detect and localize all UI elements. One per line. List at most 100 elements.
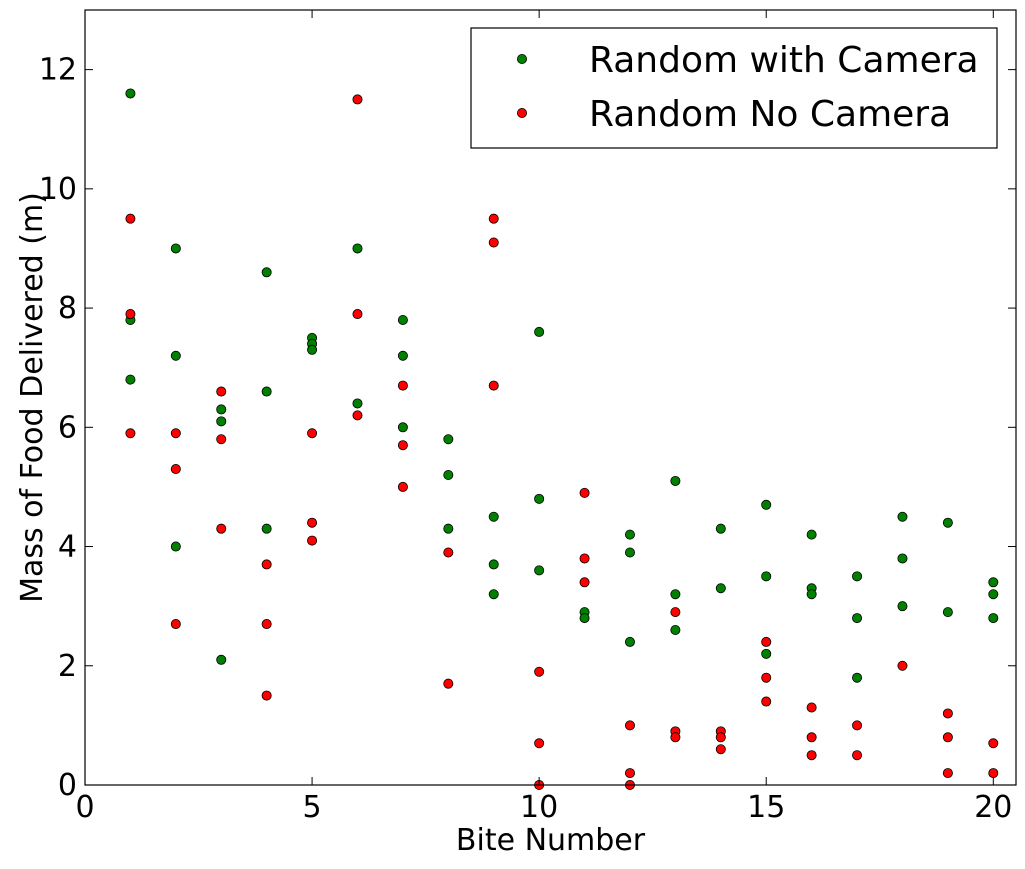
data-point	[806, 750, 817, 761]
data-point	[624, 547, 635, 558]
data-point	[125, 88, 136, 99]
data-point	[170, 541, 181, 552]
data-point	[352, 243, 363, 254]
data-point	[624, 529, 635, 540]
data-point	[397, 422, 408, 433]
y-tick-label: 4	[58, 530, 77, 565]
data-point	[852, 720, 863, 731]
data-point	[261, 559, 272, 570]
data-point	[988, 768, 999, 779]
data-point	[125, 428, 136, 439]
x-tick-label: 15	[747, 790, 785, 825]
data-point	[352, 398, 363, 409]
data-point	[897, 660, 908, 671]
data-point	[261, 690, 272, 701]
data-point	[715, 583, 726, 594]
y-tick-label: 6	[58, 410, 77, 445]
data-point	[761, 499, 772, 510]
data-point	[125, 213, 136, 224]
data-point	[443, 547, 454, 558]
data-point	[261, 619, 272, 630]
legend-box	[470, 27, 998, 149]
x-tick-label: 0	[75, 790, 94, 825]
data-point	[216, 523, 227, 534]
legend: Random with Camera Random No Camera	[470, 27, 998, 149]
data-point	[852, 613, 863, 624]
data-point	[534, 326, 545, 337]
data-point	[216, 434, 227, 445]
data-point	[397, 314, 408, 325]
data-point	[670, 589, 681, 600]
data-point	[715, 732, 726, 743]
data-point	[670, 625, 681, 636]
data-point	[897, 511, 908, 522]
plot-marks	[125, 88, 999, 791]
legend-marker	[517, 54, 528, 65]
data-point	[534, 493, 545, 504]
data-point	[216, 386, 227, 397]
y-axis-title: Mass of Food Delivered (m)	[15, 192, 50, 603]
data-point	[852, 571, 863, 582]
data-point	[397, 350, 408, 361]
data-point	[488, 380, 499, 391]
data-point	[942, 708, 953, 719]
data-point	[761, 672, 772, 683]
y-tick-label: 0	[58, 768, 77, 803]
data-point	[806, 732, 817, 743]
x-axis-title: Bite Number	[456, 823, 646, 858]
data-point	[897, 553, 908, 564]
x-tick-label: 5	[303, 790, 322, 825]
data-point	[806, 589, 817, 600]
data-point	[624, 636, 635, 647]
x-tick-label: 10	[520, 790, 558, 825]
data-point	[761, 648, 772, 659]
data-point	[261, 386, 272, 397]
legend-label: Random No Camera	[589, 94, 951, 135]
plot-frame	[84, 9, 1017, 786]
data-point	[942, 732, 953, 743]
data-point	[806, 702, 817, 713]
data-point	[170, 428, 181, 439]
data-point	[216, 654, 227, 665]
data-point	[397, 440, 408, 451]
data-point	[443, 434, 454, 445]
data-point	[852, 672, 863, 683]
data-point	[534, 565, 545, 576]
data-point	[761, 636, 772, 647]
data-point	[988, 577, 999, 588]
series-with-camera	[125, 88, 999, 683]
data-point	[988, 738, 999, 749]
data-point	[624, 720, 635, 731]
data-point	[488, 511, 499, 522]
data-point	[125, 374, 136, 385]
data-point	[624, 768, 635, 779]
x-tick-label: 20	[974, 790, 1012, 825]
data-point	[443, 523, 454, 534]
data-point	[488, 559, 499, 570]
data-point	[806, 529, 817, 540]
data-point	[352, 94, 363, 105]
data-point	[579, 577, 590, 588]
data-point	[352, 309, 363, 320]
data-point	[216, 416, 227, 427]
data-point	[261, 523, 272, 534]
data-point	[352, 410, 363, 421]
data-point	[715, 744, 726, 755]
data-point	[307, 344, 318, 355]
data-point	[534, 738, 545, 749]
data-point	[988, 589, 999, 600]
data-point	[170, 350, 181, 361]
series-no-camera	[125, 94, 999, 791]
data-point	[942, 517, 953, 528]
data-point	[852, 750, 863, 761]
axis-ticks: 0 5 10 15 20 0 2 4 6 8 10 12	[39, 10, 1016, 825]
data-point	[670, 732, 681, 743]
data-point	[534, 666, 545, 677]
data-point	[170, 619, 181, 630]
data-point	[307, 517, 318, 528]
y-tick-label: 8	[58, 291, 77, 326]
data-point	[307, 535, 318, 546]
legend-marker	[517, 108, 528, 119]
data-point	[125, 309, 136, 320]
